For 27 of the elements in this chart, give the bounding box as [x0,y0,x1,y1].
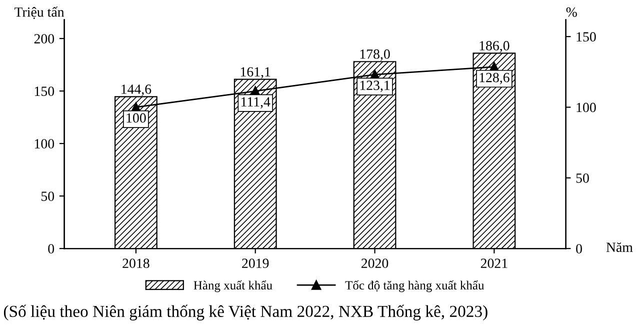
legend-label: Hàng xuất khẩu [194,280,272,292]
x-axis-title: Năm [606,242,633,252]
y-tick-label: 0 [48,244,54,254]
text: (Số liệu theo Niên giám thống kê Việt Nam 2022, NXB Thống kê, 2023) [4,304,488,320]
data-label: 186,0 [480,41,510,52]
data-label: 111,4 [241,97,270,109]
data-label: 178,0 [360,49,390,61]
y2-tick-label: 100 [576,102,596,112]
y2-tick-label: 50 [576,173,589,183]
data-label: 123,1 [360,80,390,92]
data-label: 128,6 [480,72,510,84]
y2-tick-label: 0 [576,244,582,254]
data-label: 161,1 [240,67,270,79]
y-axis-title: Triệu tấn [14,6,64,19]
y-tick-label: 100 [34,139,54,148]
legend-label: Tốc độ tăng hàng xuất khẩu [345,280,484,292]
x-tick-label: 2019 [242,258,269,268]
x-tick-label: 2021 [480,258,508,268]
y-tick-label: 200 [34,34,54,44]
x-tick-label: 2020 [362,258,388,268]
y2-tick-label: 150 [576,32,596,42]
x-tick-label: 2018 [122,258,150,268]
data-label: 100 [126,113,146,123]
y-tick-label: 50 [41,192,54,201]
data-label: 144,6 [122,84,152,96]
y2-axis-title: % [566,7,577,17]
y-tick-label: 150 [34,86,54,96]
